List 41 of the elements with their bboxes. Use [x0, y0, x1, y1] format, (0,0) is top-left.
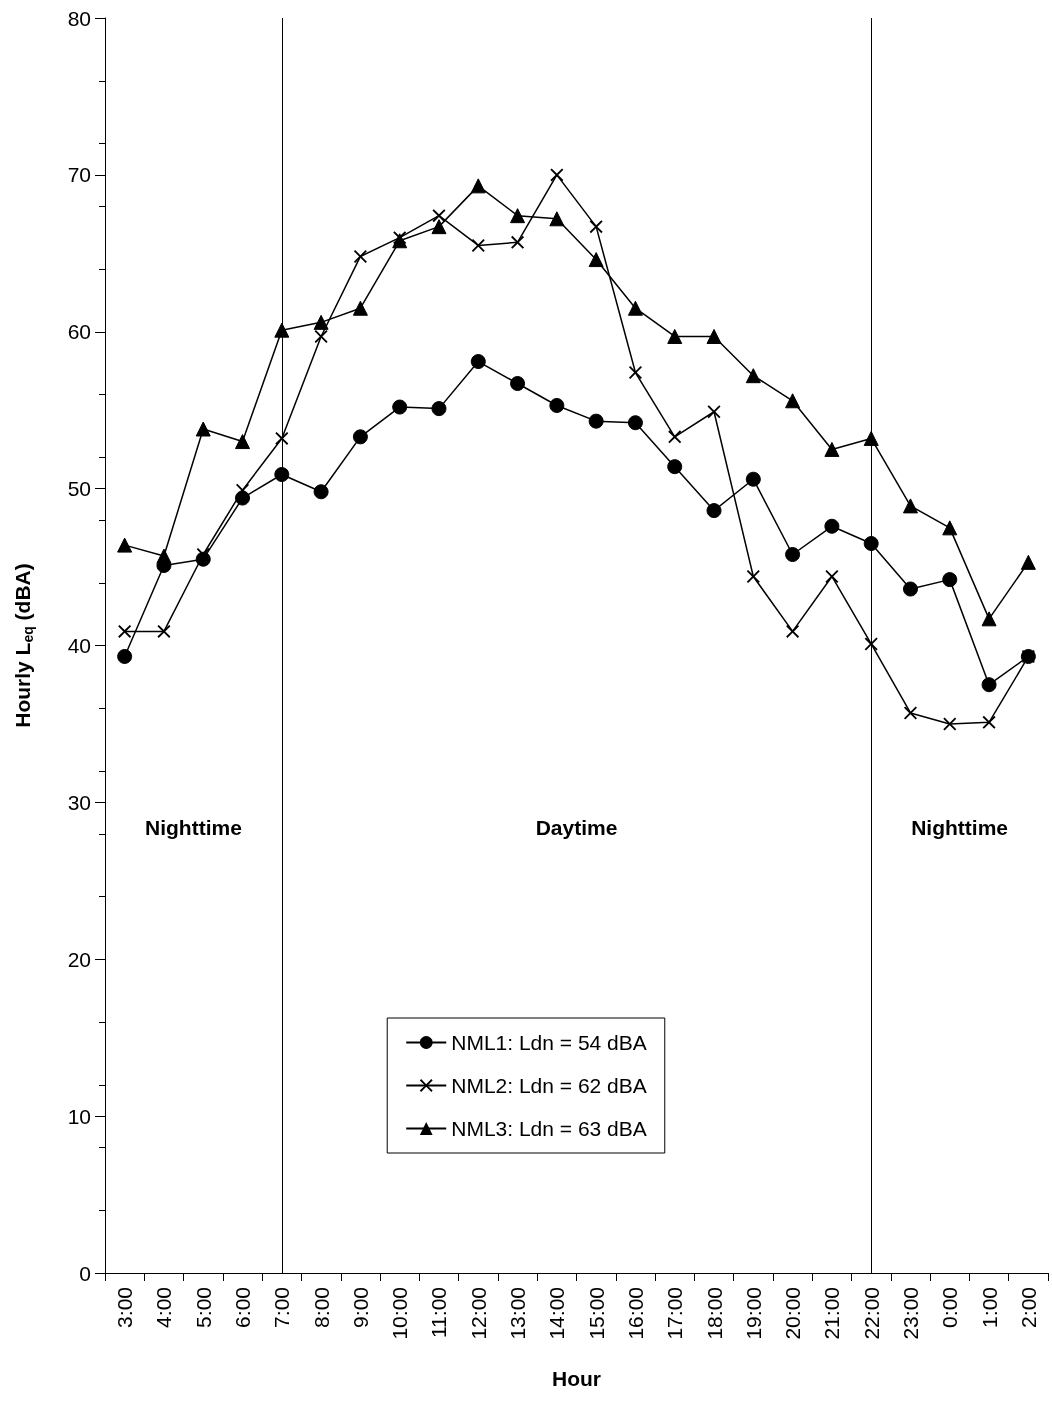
x-tick-label: 7:00 [270, 1287, 294, 1328]
x-tick-label: 2:00 [1016, 1287, 1040, 1328]
y-tick-label: 30 [67, 790, 91, 814]
y-axis-title: Hourly Leq (dBA) [10, 563, 36, 728]
x-tick-label: 9:00 [348, 1287, 372, 1328]
y-tick-label: 10 [67, 1104, 91, 1128]
x-tick-label: 20:00 [781, 1287, 805, 1340]
x-tick-label: 1:00 [977, 1287, 1001, 1328]
legend-label: NML1: Ldn = 54 dBA [451, 1031, 647, 1054]
y-tick-label: 40 [67, 634, 91, 657]
x-tick-label: 17:00 [663, 1287, 687, 1340]
x-tick-label: 23:00 [898, 1287, 922, 1340]
y-tick-label: 60 [67, 320, 91, 344]
legend-label: NML2: Ldn = 62 dBA [451, 1074, 647, 1097]
x-axis-title: Hour [552, 1367, 601, 1390]
x-tick-label: 3:00 [113, 1287, 137, 1328]
x-tick-label: 16:00 [623, 1287, 647, 1340]
y-tick-label: 50 [67, 477, 91, 501]
y-tick-label: 0 [79, 1261, 91, 1285]
annotation: Daytime [535, 815, 618, 839]
x-tick-label: 4:00 [152, 1287, 176, 1328]
x-tick-label: 15:00 [584, 1287, 608, 1340]
x-tick-label: 0:00 [938, 1287, 962, 1328]
x-tick-label: 8:00 [309, 1287, 333, 1328]
x-tick-label: 10:00 [388, 1287, 412, 1340]
x-tick-label: 5:00 [191, 1287, 215, 1328]
x-tick-label: 19:00 [741, 1287, 765, 1340]
x-tick-label: 18:00 [702, 1287, 726, 1340]
x-tick-label: 13:00 [506, 1287, 530, 1340]
x-tick-label: 12:00 [466, 1287, 490, 1340]
x-tick-label: 6:00 [231, 1287, 255, 1328]
legend-label: NML3: Ldn = 63 dBA [451, 1117, 647, 1140]
x-tick-label: 22:00 [859, 1287, 883, 1340]
y-tick-label: 70 [67, 163, 91, 187]
x-tick-label: 11:00 [427, 1287, 451, 1338]
x-tick-label: 21:00 [820, 1287, 844, 1340]
x-tick-label: 14:00 [545, 1287, 569, 1340]
annotation: Nighttime [911, 815, 1009, 839]
y-tick-label: 20 [67, 947, 91, 971]
annotation: Nighttime [144, 815, 242, 839]
y-tick-label: 80 [67, 6, 91, 30]
